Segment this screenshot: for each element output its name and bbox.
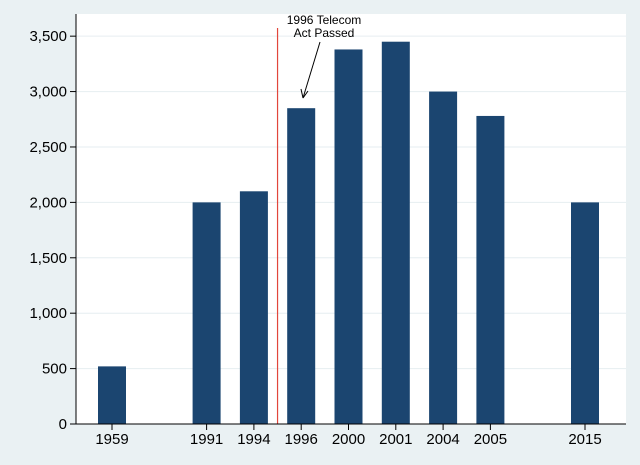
bar-1959 bbox=[98, 366, 126, 424]
y-tick-label: 0 bbox=[59, 416, 67, 433]
y-tick-label: 3,000 bbox=[29, 84, 67, 101]
y-tick-label: 1,000 bbox=[29, 305, 67, 322]
y-tick-label: 1,500 bbox=[29, 250, 67, 267]
bar-1994 bbox=[239, 191, 268, 424]
axes bbox=[75, 14, 626, 425]
bar-2005 bbox=[476, 115, 505, 424]
annotation-arrow bbox=[302, 41, 321, 99]
x-tick-label: 1996 bbox=[285, 431, 318, 448]
bar-1996 bbox=[287, 108, 316, 425]
bar-2000 bbox=[334, 49, 363, 424]
y-axis-ticks: 0 500 1,000 1,500 2,000 2,500 3,000 3,500 bbox=[29, 28, 76, 433]
x-tick-label: 2015 bbox=[568, 431, 601, 448]
x-tick-label: 1994 bbox=[237, 431, 270, 448]
x-tick-label: 1959 bbox=[95, 431, 128, 448]
y-tick-label: 2,500 bbox=[29, 139, 67, 156]
annotation-line-2: Act Passed bbox=[294, 26, 355, 40]
bars bbox=[98, 41, 599, 425]
bar-1991 bbox=[192, 202, 221, 424]
x-axis-ticks: 1959 1991 1994 1996 2000 2001 2004 2005 2015 bbox=[95, 424, 602, 448]
annotation-arrowhead bbox=[300, 88, 309, 99]
y-tick-label: 2,000 bbox=[29, 194, 67, 211]
x-tick-label: 2001 bbox=[379, 431, 412, 448]
bar-2004 bbox=[429, 91, 458, 424]
y-tick-label: 500 bbox=[42, 361, 67, 378]
x-tick-label: 2000 bbox=[332, 431, 365, 448]
x-tick-label: 1991 bbox=[190, 431, 223, 448]
x-tick-label: 2004 bbox=[426, 431, 459, 448]
bar-2015 bbox=[571, 202, 599, 424]
annotation-line-1: 1996 Telecom bbox=[287, 13, 362, 27]
annotation: 1996 Telecom Act Passed bbox=[287, 13, 362, 99]
bar-2001 bbox=[381, 41, 410, 425]
x-tick-label: 2005 bbox=[474, 431, 507, 448]
y-tick-label: 3,500 bbox=[29, 28, 67, 45]
